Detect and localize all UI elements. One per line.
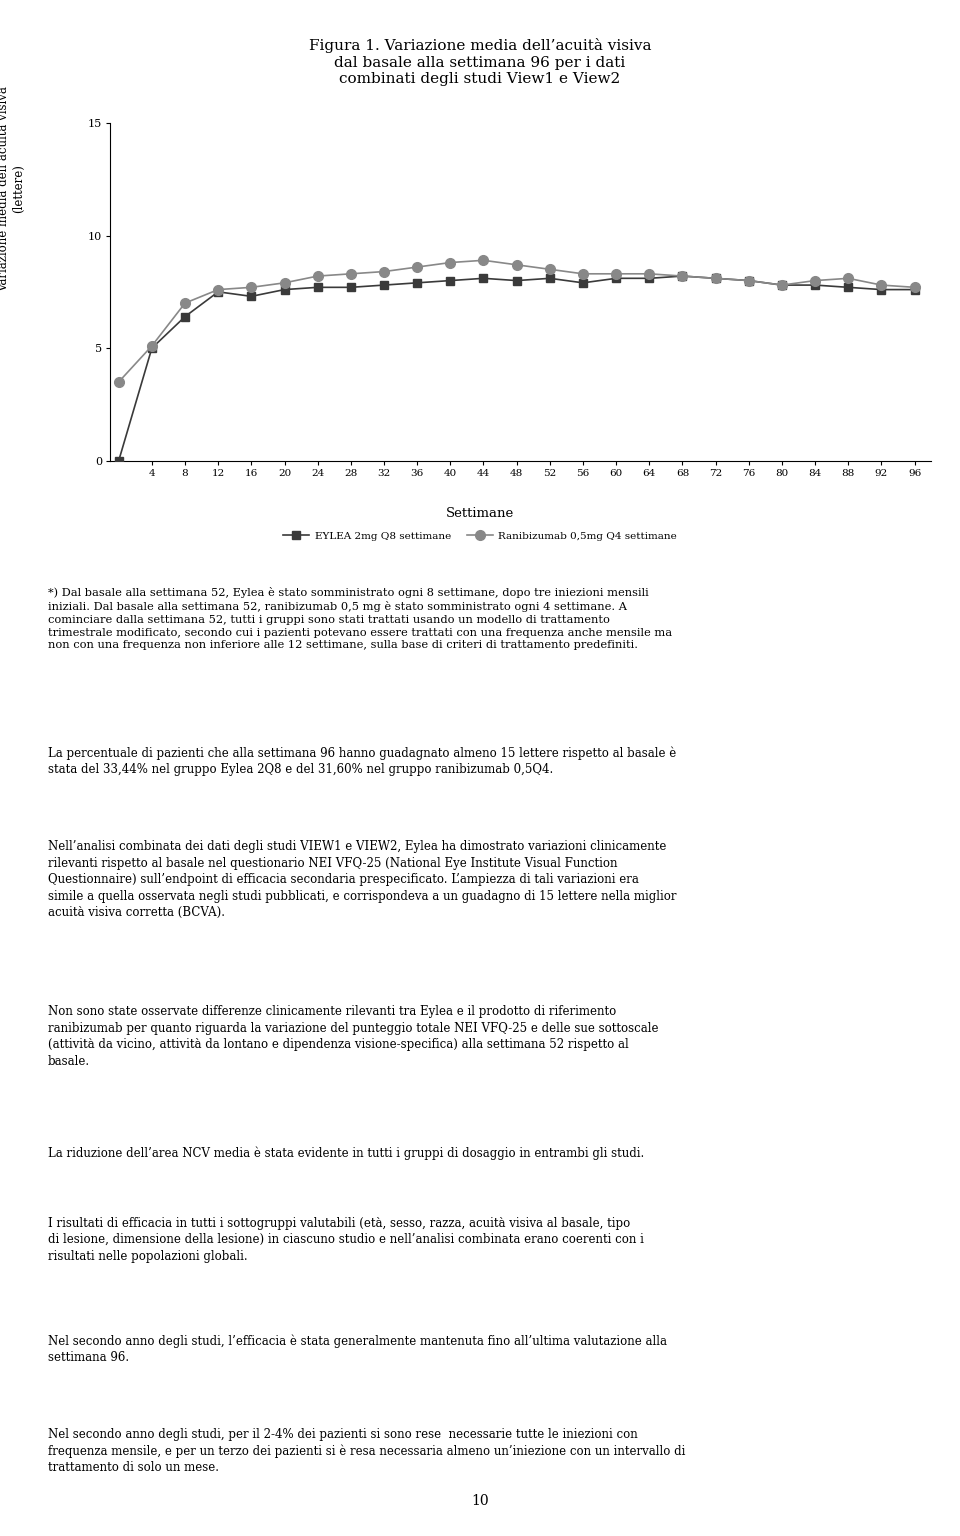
Text: 10: 10 (471, 1495, 489, 1508)
Text: Non sono state osservate differenze clinicamente rilevanti tra Eylea e il prodot: Non sono state osservate differenze clin… (48, 1006, 659, 1068)
Text: Nel secondo anno degli studi, per il 2-4% dei pazienti si sono rese  necessarie : Nel secondo anno degli studi, per il 2-4… (48, 1428, 685, 1475)
Text: Nell’analisi combinata dei dati degli studi VIEW1 e VIEW2, Eylea ha dimostrato v: Nell’analisi combinata dei dati degli st… (48, 840, 677, 919)
Text: Figura 1. Variazione media dell’acuità visiva
dal basale alla settimana 96 per i: Figura 1. Variazione media dell’acuità v… (309, 38, 651, 86)
Text: Variazione media dell’acuità visiva
(lettere): Variazione media dell’acuità visiva (let… (0, 86, 26, 292)
Text: Settimane: Settimane (445, 507, 515, 519)
Text: La riduzione dell’area NCV media è stata evidente in tutti i gruppi di dosaggio : La riduzione dell’area NCV media è stata… (48, 1146, 644, 1160)
Text: La percentuale di pazienti che alla settimana 96 hanno guadagnato almeno 15 lett: La percentuale di pazienti che alla sett… (48, 746, 676, 777)
Legend: EYLEA 2mg Q8 settimane, Ranibizumab 0,5mg Q4 settimane: EYLEA 2mg Q8 settimane, Ranibizumab 0,5m… (279, 527, 681, 545)
Text: I risultati di efficacia in tutti i sottogruppi valutabili (età, sesso, razza, a: I risultati di efficacia in tutti i sott… (48, 1217, 644, 1263)
Text: *) Dal basale alla settimana 52, Eylea è stato somministrato ogni 8 settimane, d: *) Dal basale alla settimana 52, Eylea è… (48, 587, 672, 650)
Text: Nel secondo anno degli studi, l’efficacia è stata generalmente mantenuta fino al: Nel secondo anno degli studi, l’efficaci… (48, 1333, 667, 1364)
